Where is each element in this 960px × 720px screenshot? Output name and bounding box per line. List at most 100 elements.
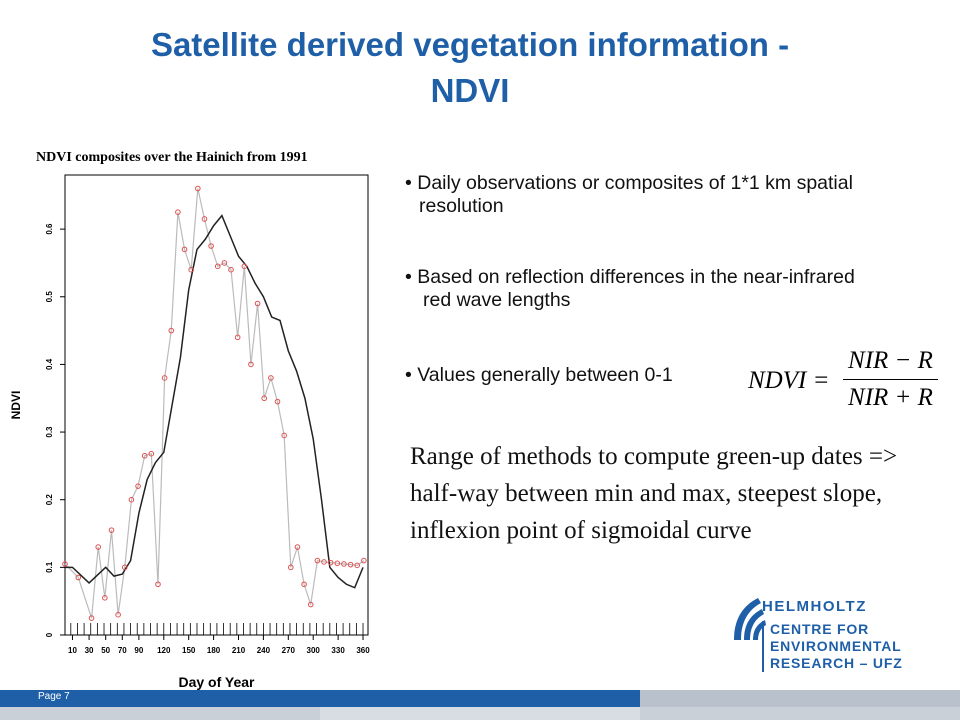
logo-line4: RESEARCH – UFZ <box>770 655 903 671</box>
formula-lhs: NDVI = <box>748 367 830 394</box>
data-point <box>168 327 175 334</box>
data-point <box>287 564 294 571</box>
data-point <box>274 398 281 405</box>
footer-bar: Page 7 <box>0 690 960 720</box>
ndvi-chart: 10 30 50 70 90 120 150 180 210 240 270 300 330 360 0 0.… <box>9 174 370 690</box>
x-tick-label: 50 <box>101 646 110 655</box>
page-number: Page 7 <box>38 691 70 702</box>
data-point <box>175 209 181 216</box>
data-point <box>327 559 334 566</box>
footer-blue-band <box>0 690 640 707</box>
bullet-marker: • <box>405 266 418 288</box>
data-point <box>354 562 361 569</box>
y-tick-label: 0.5 <box>45 291 54 303</box>
bullet-line2: resolution <box>419 195 504 217</box>
data-point <box>314 557 321 564</box>
data-point <box>261 395 268 402</box>
data-point <box>128 496 135 503</box>
data-point <box>141 452 148 459</box>
data-point <box>347 561 354 568</box>
x-axis-label: Day of Year <box>178 674 255 690</box>
plot-frame <box>64 174 369 636</box>
x-tick-label: 70 <box>118 646 127 655</box>
data-point <box>341 561 347 567</box>
bullet-marker: • <box>405 364 418 386</box>
footer-lower-segment <box>320 707 640 720</box>
data-point <box>155 581 161 588</box>
y-tick-label: 0.3 <box>45 426 54 438</box>
data-point <box>254 300 261 307</box>
x-tick-label: 330 <box>331 646 345 655</box>
data-point <box>294 544 301 550</box>
data-point <box>188 266 194 273</box>
x-tick-label: 210 <box>232 646 246 655</box>
bullet-item-values: • Values generally between 0-1 <box>405 364 673 387</box>
data-point <box>148 450 155 457</box>
data-point <box>115 611 121 618</box>
data-point <box>201 216 208 222</box>
methods-text: Range of methods to compute green-up dat… <box>410 443 898 544</box>
y-tick-label: 0.1 <box>45 561 54 573</box>
fraction-bar <box>843 379 938 380</box>
data-point <box>95 544 102 550</box>
formula-denominator: NIR + R <box>848 384 933 411</box>
y-tick-label: 0 <box>45 632 54 637</box>
x-tick-label: 10 <box>68 646 77 655</box>
logo-subtitle: CENTRE FOR ENVIRONMENTAL RESEARCH – UFZ <box>762 621 903 672</box>
data-point <box>102 594 108 601</box>
data-point <box>75 574 82 581</box>
data-point <box>208 243 214 249</box>
data-point <box>214 263 221 270</box>
x-tick-label: 90 <box>134 646 143 655</box>
helmholtz-logo-text: HELMHOLTZ CENTRE FOR ENVIRONMENTAL RESEA… <box>762 598 903 672</box>
data-point <box>108 527 115 533</box>
formula-fraction: NIR − R NIR + R <box>843 345 938 414</box>
y-tick-label: 0.6 <box>45 223 54 235</box>
x-tick-label: 30 <box>85 646 94 655</box>
bullet-item-reflection: • Based on reflection differences in the… <box>405 266 855 312</box>
x-tick-label: 300 <box>307 646 321 655</box>
data-point <box>334 560 341 567</box>
bullet-line1: Based on reflection differences in the n… <box>417 266 855 288</box>
data-point <box>301 581 307 588</box>
y-tick-label: 0.2 <box>45 494 54 506</box>
logo-line2: CENTRE FOR <box>770 621 869 637</box>
formula-numerator: NIR − R <box>848 347 933 374</box>
slide-title-line1: Satellite derived vegetation information… <box>150 26 790 63</box>
data-point <box>221 260 228 266</box>
data-point <box>307 601 314 608</box>
slide-title-line2: NDVI <box>430 72 510 109</box>
data-point <box>321 559 327 565</box>
footer-grey-band <box>640 690 960 707</box>
data-point <box>228 266 234 273</box>
x-tick-label: 360 <box>356 646 370 655</box>
data-point <box>268 375 274 381</box>
data-point <box>121 564 128 571</box>
data-point <box>161 375 168 381</box>
logo-line3: ENVIRONMENTAL <box>770 638 902 654</box>
logo-line1: HELMHOLTZ <box>762 598 867 615</box>
x-tick-label: 120 <box>157 646 171 655</box>
data-point <box>195 185 201 192</box>
chart-caption: NDVI composites over the Hainich from 19… <box>36 150 308 165</box>
x-tick-label: 270 <box>282 646 296 655</box>
bullet-item-observations: • Daily observations or composites of 1*… <box>405 172 853 218</box>
bullet-marker: • <box>405 172 418 194</box>
x-tick-label: 240 <box>257 646 271 655</box>
slide-title: Satellite derived vegetation information… <box>40 22 900 114</box>
data-point <box>181 246 188 253</box>
y-axis-label: NDVI <box>9 391 23 420</box>
bullet-line2: red wave lengths <box>423 289 571 311</box>
series-line-observed <box>64 188 365 619</box>
data-point <box>248 361 254 368</box>
series-line-smoothed <box>65 214 364 589</box>
data-point <box>62 561 68 567</box>
data-point <box>135 483 141 489</box>
y-tick-label: 0.4 <box>45 358 54 370</box>
x-tick-label: 150 <box>182 646 196 655</box>
data-point <box>88 615 95 621</box>
data-point <box>234 334 241 341</box>
bullet-line1: Daily observations or composites of 1*1 … <box>417 172 853 194</box>
bullet-line1: Values generally between 0-1 <box>417 364 673 386</box>
data-point <box>281 432 287 439</box>
